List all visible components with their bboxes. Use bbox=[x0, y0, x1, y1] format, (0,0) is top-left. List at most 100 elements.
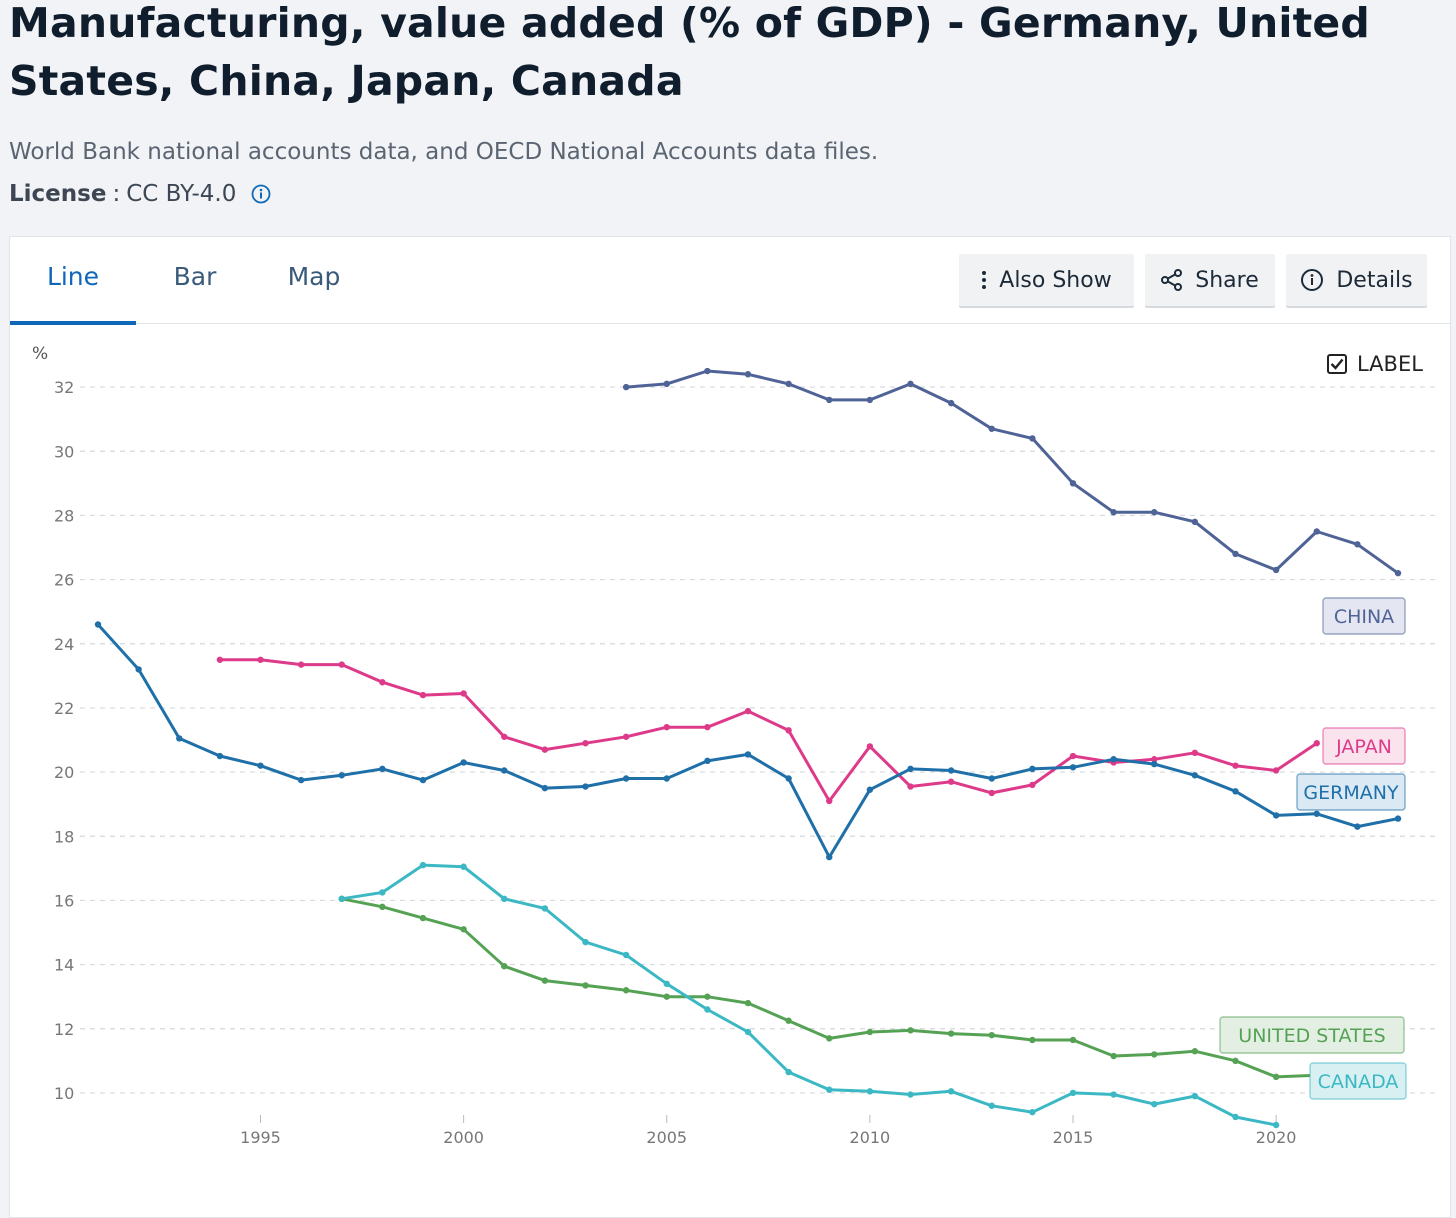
data-point-canada bbox=[1232, 1113, 1239, 1121]
data-point-japan bbox=[704, 723, 711, 731]
data-point-germany bbox=[297, 776, 305, 784]
data-point-germany bbox=[1394, 815, 1402, 822]
data-point-united-states bbox=[785, 1017, 792, 1024]
tab-bar[interactable]: Bar bbox=[173, 262, 217, 291]
data-point-japan bbox=[1151, 756, 1158, 763]
data-point-germany bbox=[704, 757, 711, 765]
data-point-canada bbox=[501, 895, 508, 903]
tab-map[interactable]: Map bbox=[287, 262, 341, 291]
data-point-japan bbox=[744, 707, 752, 715]
data-point-japan bbox=[501, 733, 508, 740]
data-point-canada bbox=[1191, 1092, 1199, 1100]
series-label-box-japan bbox=[1322, 727, 1406, 765]
data-point-china bbox=[1313, 528, 1320, 535]
details-label: Details bbox=[1336, 267, 1413, 293]
series-line-germany bbox=[96, 623, 1399, 859]
data-point-canada bbox=[1110, 1091, 1117, 1098]
data-point-germany bbox=[907, 765, 914, 773]
data-point-japan bbox=[1191, 749, 1199, 757]
data-point-china bbox=[1069, 480, 1077, 487]
data-point-canada bbox=[1151, 1100, 1158, 1108]
data-point-united-states bbox=[1191, 1048, 1199, 1055]
data-point-china bbox=[1354, 541, 1361, 548]
series-label-united-states: UNITED STATES bbox=[1238, 1025, 1385, 1047]
data-point-china bbox=[704, 367, 711, 375]
data-point-germany bbox=[460, 759, 467, 766]
line-chart: % 10 12 14 16 18 20 22 24 26 28 30 32 1995 2000 2005 201… bbox=[32, 344, 1435, 1147]
data-point-germany bbox=[1069, 764, 1077, 771]
label-checkbox[interactable] bbox=[1327, 354, 1347, 374]
checkmark-icon bbox=[1330, 358, 1344, 370]
details-button[interactable]: Details bbox=[1286, 254, 1427, 306]
series-label-box-china bbox=[1322, 597, 1406, 635]
y-tick-label: 28 bbox=[54, 506, 74, 525]
data-point-germany bbox=[501, 767, 508, 774]
data-point-japan bbox=[216, 656, 224, 663]
series-label-japan: JAPAN bbox=[1335, 736, 1392, 758]
data-point-canada bbox=[704, 1006, 711, 1013]
data-point-japan bbox=[297, 661, 305, 668]
info-icon[interactable] bbox=[250, 183, 272, 205]
share-label: Share bbox=[1195, 267, 1259, 293]
also-show-label: Also Show bbox=[999, 267, 1112, 293]
data-point-japan bbox=[622, 733, 630, 740]
y-tick-label: 24 bbox=[54, 635, 74, 654]
y-tick-label: 18 bbox=[54, 827, 74, 846]
data-point-united-states bbox=[907, 1027, 914, 1034]
series-label-box-germany bbox=[1296, 773, 1406, 811]
data-point-germany bbox=[135, 666, 142, 673]
data-point-china bbox=[622, 383, 630, 391]
data-point-china bbox=[1191, 518, 1199, 526]
data-point-united-states bbox=[826, 1035, 833, 1042]
data-point-united-states bbox=[744, 999, 752, 1007]
data-point-united-states bbox=[866, 1028, 874, 1036]
data-point-japan bbox=[663, 723, 670, 731]
data-point-china bbox=[1272, 566, 1280, 574]
data-point-germany bbox=[1029, 765, 1036, 773]
data-point-china bbox=[907, 380, 914, 388]
data-point-japan bbox=[419, 691, 427, 699]
data-point-canada bbox=[1272, 1121, 1280, 1129]
data-point-japan bbox=[460, 690, 467, 697]
label-toggle-text: LABEL bbox=[1357, 352, 1423, 376]
also-show-button[interactable]: Also Show bbox=[959, 254, 1134, 306]
data-point-germany bbox=[216, 752, 224, 760]
data-point-germany bbox=[663, 775, 670, 782]
more-vertical-icon bbox=[982, 271, 987, 289]
data-point-china bbox=[1232, 550, 1239, 558]
data-point-germany bbox=[947, 767, 955, 774]
data-point-japan bbox=[582, 740, 589, 747]
license-row: License : CC BY-4.0 bbox=[9, 181, 272, 207]
data-point-japan bbox=[785, 727, 792, 734]
series-label-box-united-states bbox=[1219, 1016, 1405, 1054]
data-point-germany bbox=[541, 784, 549, 792]
data-point-japan bbox=[379, 679, 386, 686]
data-point-united-states bbox=[1272, 1073, 1280, 1081]
y-tick-label: 22 bbox=[54, 699, 74, 718]
data-point-united-states bbox=[663, 993, 670, 1000]
tab-line[interactable]: Line bbox=[10, 237, 136, 325]
data-point-china bbox=[826, 396, 833, 404]
data-point-japan bbox=[866, 743, 874, 750]
data-point-germany bbox=[257, 762, 264, 769]
data-point-japan bbox=[1069, 752, 1077, 760]
data-point-canada bbox=[338, 895, 345, 903]
data-point-china bbox=[1151, 509, 1158, 516]
label-toggle[interactable]: LABEL bbox=[1327, 352, 1423, 376]
share-button[interactable]: Share bbox=[1145, 254, 1275, 306]
y-tick-label: 12 bbox=[54, 1020, 74, 1039]
data-point-canada bbox=[379, 889, 386, 896]
data-point-united-states bbox=[704, 993, 711, 1000]
data-point-germany bbox=[744, 751, 752, 758]
data-point-china bbox=[866, 396, 874, 404]
data-point-united-states bbox=[541, 977, 549, 984]
data-point-united-states bbox=[419, 914, 427, 922]
data-point-japan bbox=[1029, 781, 1036, 789]
data-point-canada bbox=[541, 905, 549, 912]
data-point-canada bbox=[622, 951, 630, 959]
series-line-china bbox=[625, 369, 1399, 575]
data-point-germany bbox=[338, 772, 345, 779]
series-line-united-states bbox=[341, 897, 1317, 1079]
data-point-united-states bbox=[622, 987, 630, 994]
data-point-japan bbox=[1232, 762, 1239, 769]
